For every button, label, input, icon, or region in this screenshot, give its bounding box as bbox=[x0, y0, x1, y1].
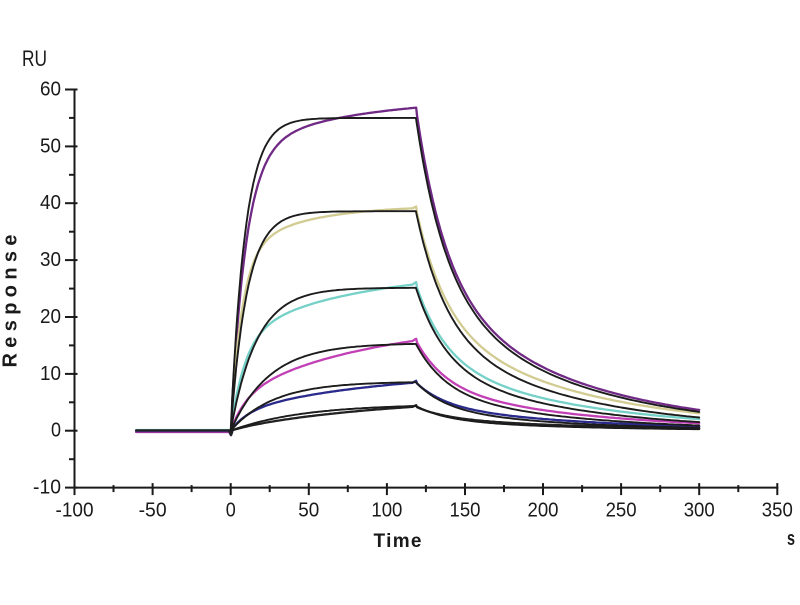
svg-text:RU: RU bbox=[22, 46, 47, 71]
svg-text:30: 30 bbox=[40, 248, 61, 271]
svg-text:200: 200 bbox=[528, 499, 559, 522]
svg-text:-50: -50 bbox=[139, 499, 167, 522]
svg-text:20: 20 bbox=[40, 305, 61, 328]
svg-text:250: 250 bbox=[606, 499, 637, 522]
svg-text:300: 300 bbox=[684, 499, 715, 522]
svg-text:60: 60 bbox=[40, 78, 61, 101]
svg-text:0: 0 bbox=[226, 499, 236, 522]
svg-text:s: s bbox=[787, 528, 795, 550]
svg-text:-10: -10 bbox=[33, 476, 61, 499]
svg-text:Time: Time bbox=[374, 531, 422, 552]
svg-text:100: 100 bbox=[371, 499, 402, 522]
svg-text:0: 0 bbox=[51, 419, 61, 442]
svg-text:50: 50 bbox=[298, 499, 319, 522]
svg-text:-100: -100 bbox=[56, 499, 94, 522]
svg-text:50: 50 bbox=[40, 134, 61, 157]
svg-text:350: 350 bbox=[762, 499, 793, 522]
svg-text:10: 10 bbox=[40, 362, 61, 385]
svg-text:40: 40 bbox=[40, 191, 61, 214]
svg-text:150: 150 bbox=[450, 499, 481, 522]
